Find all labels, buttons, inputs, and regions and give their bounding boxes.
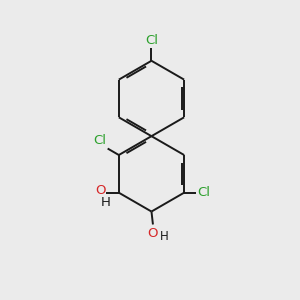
Text: H: H: [100, 196, 110, 209]
Text: Cl: Cl: [145, 34, 158, 47]
Text: H: H: [159, 230, 168, 243]
Text: Cl: Cl: [198, 186, 211, 199]
Text: O: O: [95, 184, 105, 197]
Text: Cl: Cl: [93, 134, 106, 147]
Text: O: O: [148, 227, 158, 240]
